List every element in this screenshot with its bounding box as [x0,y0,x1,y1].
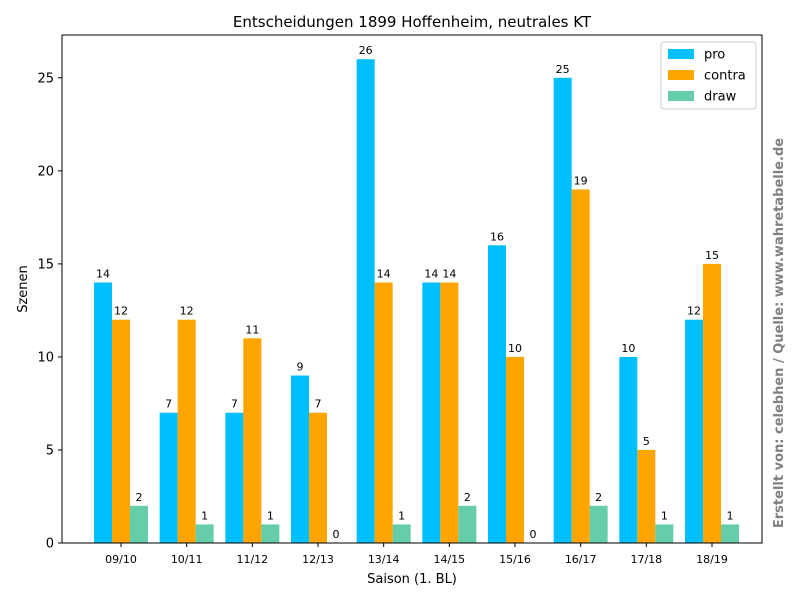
value-label-contra-13-14: 14 [377,267,391,280]
y-tick-label: 15 [37,257,54,272]
value-label-draw-13-14: 1 [398,509,405,522]
value-label-contra-14-15: 14 [442,267,456,280]
bar-contra-16-17 [571,189,590,543]
value-label-contra-16-17: 19 [574,174,588,187]
value-label-draw-09-10: 2 [136,491,143,504]
y-axis-label: Szenen [16,265,31,313]
legend-swatch-pro [668,49,694,59]
bar-contra-15-16 [506,356,524,543]
value-label-contra-09-10: 12 [114,305,128,318]
value-label-draw-16-17: 2 [595,491,602,504]
bar-pro-15-16 [488,245,506,543]
legend: pro contra draw [660,41,757,110]
legend-swatch-contra [668,70,694,80]
x-tick-label: 12/13 [302,553,334,566]
x-axis: 09/10 10/11 11/12 12/13 13/14 14/15 15/16 16/17… [105,543,728,566]
legend-swatch-draw [668,91,694,101]
bar-contra-10-11 [177,319,196,543]
legend-label-contra: contra [704,69,746,84]
value-label-contra-10-11: 12 [180,305,194,318]
value-label-draw-11-12: 1 [267,509,274,522]
x-tick-label: 14/15 [433,553,465,566]
y-tick-label: 20 [37,164,54,179]
bar-pro-12-13 [291,375,309,543]
value-label-draw-17-18: 1 [661,509,668,522]
value-label-draw-18-19: 1 [727,509,734,522]
bar-pro-09-10 [94,282,112,543]
bar-pro-16-17 [553,77,572,544]
value-label-pro-17-18: 10 [621,342,635,355]
x-tick-label: 17/18 [630,553,662,566]
value-label-pro-14-15: 14 [424,267,438,280]
value-label-contra-11-12: 11 [245,323,259,336]
bar-contra-18-19 [703,263,721,543]
bar-contra-11-12 [243,338,262,543]
x-tick-label: 09/10 [105,553,137,566]
bar-contra-12-13 [309,412,327,543]
bars-layer [94,59,739,544]
value-label-draw-15-16: 0 [530,528,537,541]
bar-pro-14-15 [422,282,441,543]
value-label-pro-10-11: 7 [165,398,172,411]
x-tick-label: 13/14 [368,553,400,566]
x-tick-label: 18/19 [696,553,728,566]
value-label-pro-09-10: 14 [96,267,110,280]
x-tick-label: 15/16 [499,553,531,566]
watermark-text: Erstellt von: celebhen / Quelle: www.wah… [772,138,787,528]
y-tick-label: 0 [46,537,54,552]
bar-draw-10-11 [195,524,214,543]
x-tick-label: 10/11 [171,553,203,566]
bar-pro-11-12 [225,412,244,543]
bar-contra-13-14 [374,282,393,543]
value-label-draw-12-13: 0 [333,528,340,541]
bar-pro-18-19 [685,319,703,543]
chart-title: Entscheidungen 1899 Hoffenheim, neutrale… [233,13,592,31]
y-axis: 0 5 10 15 20 25 [37,71,62,552]
value-label-pro-11-12: 7 [231,398,238,411]
bar-contra-17-18 [637,449,656,543]
plot-frame [61,34,763,544]
bar-contra-09-10 [112,319,130,543]
x-tick-label: 11/12 [236,553,268,566]
bar-pro-17-18 [619,356,638,543]
y-tick-label: 5 [46,443,54,458]
x-tick-label: 16/17 [565,553,597,566]
x-axis-label: Saison (1. BL) [367,572,457,587]
bar-draw-13-14 [392,524,411,543]
bar-draw-17-18 [655,524,674,543]
value-label-pro-13-14: 26 [359,44,373,57]
legend-label-pro: pro [704,48,725,63]
value-label-contra-15-16: 10 [508,342,522,355]
value-label-draw-10-11: 1 [201,509,208,522]
legend-label-draw: draw [704,90,737,105]
bar-draw-18-19 [721,524,739,543]
value-label-pro-12-13: 9 [297,361,304,374]
bar-pro-10-11 [159,412,178,543]
bar-draw-11-12 [261,524,280,543]
value-label-draw-14-15: 2 [464,491,471,504]
value-label-pro-15-16: 16 [490,230,504,243]
bar-draw-16-17 [589,505,608,543]
value-label-pro-18-19: 12 [687,305,701,318]
y-tick-label: 10 [37,350,54,365]
value-label-pro-16-17: 25 [556,63,570,76]
value-label-contra-18-19: 15 [705,249,719,262]
bar-pro-13-14 [356,59,375,543]
y-tick-label: 25 [37,71,54,86]
value-label-contra-12-13: 7 [315,398,322,411]
bar-draw-14-15 [458,505,477,543]
bar-draw-09-10 [130,505,148,543]
bar-contra-14-15 [440,282,459,543]
value-label-contra-17-18: 5 [643,435,650,448]
